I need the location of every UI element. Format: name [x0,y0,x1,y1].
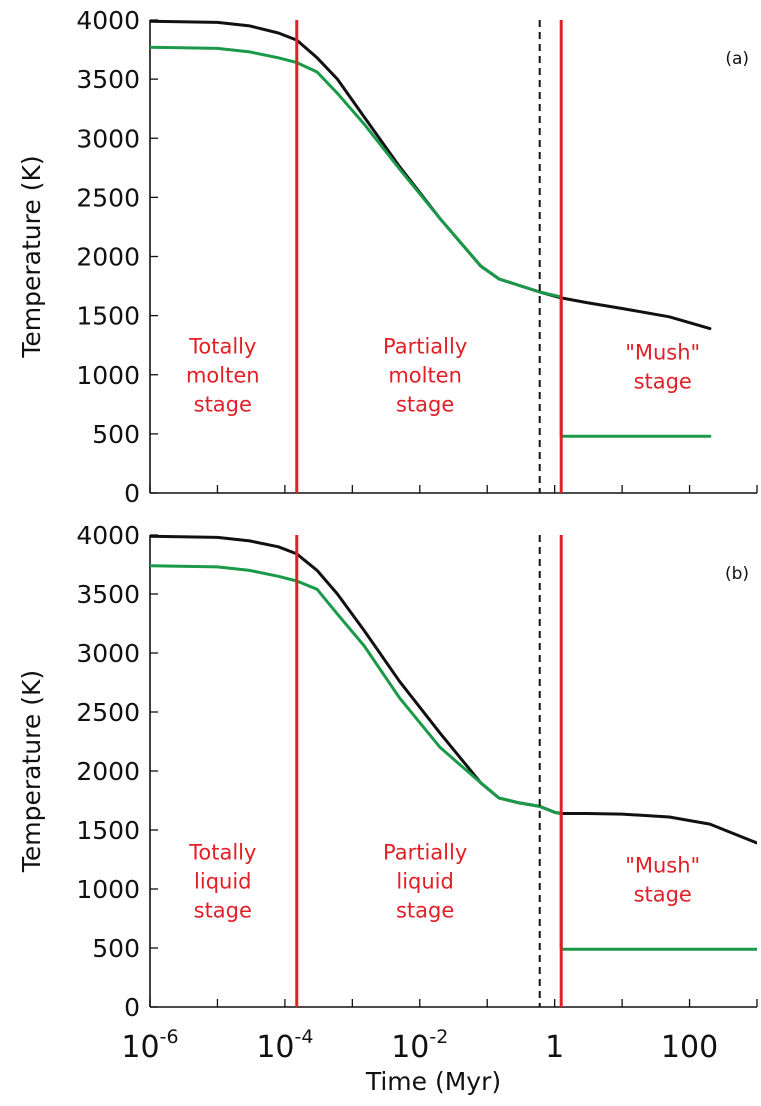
y-tick-label: 3000 [76,124,140,153]
y-tick-label: 1000 [76,875,140,904]
stage-label: "Mush" stage [625,340,700,393]
stage-label-line: Partially [383,334,467,358]
stage-label-line: stage [634,369,692,393]
stage-label-line: "Mush" [625,340,700,364]
stage-label-line: stage [194,392,252,416]
x-tick-base: 100 [661,1030,718,1065]
y-tick-label: 0 [124,993,140,1022]
y-axis-title: Temperature (K) [17,670,46,873]
stage-label-line: stage [194,899,252,923]
x-tick-exponent: -6 [160,1026,179,1048]
stage-label: Partially liquid stage [383,841,467,923]
panel-a: 0 500 1000 1500 2000 2500 3000 3500 4000 Temperat… [17,6,758,508]
x-tick-label: 1 [545,1030,564,1065]
x-tick-exponent: -4 [295,1026,314,1048]
panel-b: 0 500 1000 1500 2000 2500 3000 3500 4000 Temperat… [17,521,758,1022]
y-tick-label: 1500 [76,302,140,331]
y-tick-label: 2000 [76,757,140,786]
x-tick-label: 10-4 [256,1026,313,1065]
stage-label-line: liquid [396,870,453,894]
stage-label-line: Totally [188,841,256,865]
stage-label-line: Partially [383,841,467,865]
series-black-curve [150,19,712,331]
x-tick-label: 10-2 [391,1026,448,1065]
stage-label: Totally molten stage [186,334,260,416]
series-green-curve [559,812,757,951]
series-green-curve [559,296,712,438]
y-tick-label: 3500 [76,580,140,609]
x-tick-label: 100 [661,1030,718,1065]
stage-label-line: molten [186,363,260,387]
stage-label-line: Totally [188,334,256,358]
x-tick-base: 10 [391,1030,429,1065]
series-green-curve [150,45,562,299]
stage-label: "Mush" stage [625,853,700,906]
y-tick-label: 0 [124,479,140,508]
y-tick-label: 2000 [76,243,140,272]
stage-label: Totally liquid stage [188,841,256,923]
stage-label: Partially molten stage [383,334,467,416]
x-tick-base: 1 [545,1030,564,1065]
y-tick-label: 500 [92,420,140,449]
series-black-curve [150,534,757,845]
y-tick-label: 3000 [76,639,140,668]
stage-label-line: liquid [194,870,251,894]
x-axis-title: Time (Myr) [365,1067,501,1096]
x-tick-label: 10-6 [121,1026,178,1065]
y-tick-label: 3500 [76,65,140,94]
y-tick-label: 1500 [76,816,140,845]
panel-tag: (b) [725,564,749,584]
panel-tag: (a) [725,49,749,69]
stage-label-line: molten [388,363,462,387]
x-tick-exponent: -2 [429,1026,448,1048]
y-tick-label: 4000 [76,521,140,550]
y-tick-label: 4000 [76,6,140,35]
stage-label-line: "Mush" [625,853,700,877]
y-tick-label: 500 [92,934,140,963]
y-axis-title: Temperature (K) [17,155,46,358]
stage-label-line: stage [634,882,692,906]
y-tick-label: 1000 [76,361,140,390]
series-green-curve [150,564,562,815]
x-tick-base: 10 [121,1030,159,1065]
stage-label-line: stage [396,392,454,416]
y-tick-label: 2500 [76,183,140,212]
y-tick-label: 2500 [76,698,140,727]
x-tick-base: 10 [256,1030,294,1065]
stage-label-line: stage [396,899,454,923]
